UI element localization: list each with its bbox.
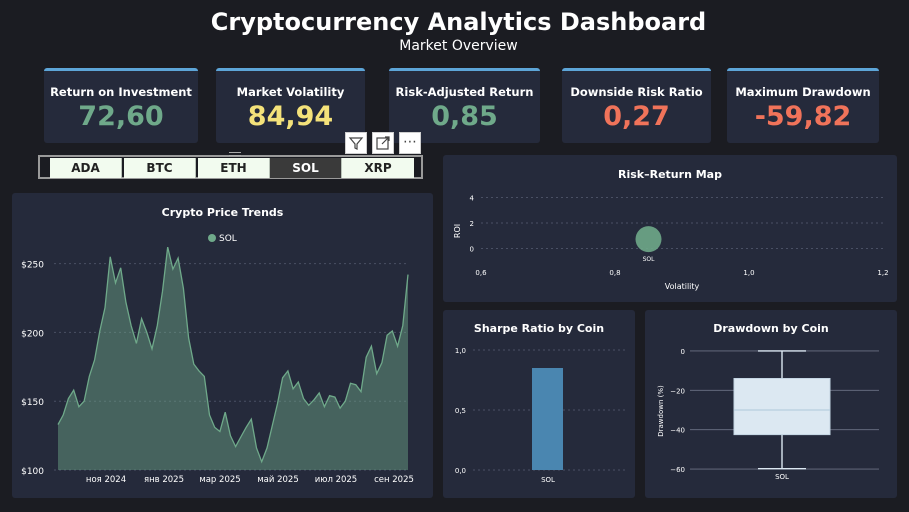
slicer-option-sol[interactable]: SOL [270,158,342,178]
price-trends-title: Crypto Price Trends [161,206,284,219]
drawdown-panel: Drawdown by Coin 0 −20 −40 −60 Drawdown (%) S… [645,310,897,498]
y-tick-label: 0,5 [455,407,466,415]
sol-area [58,247,408,470]
risk-return-panel: Risk–Return Map 4 2 0 0,6 0,8 1,0 1,2 Volatilit… [443,155,897,302]
more-options-button[interactable]: ⋯ [399,132,421,154]
y-tick-label: 0 [681,348,685,356]
kpi-label: Downside Risk Ratio [570,85,703,99]
legend-marker [208,234,216,242]
risk-return-title: Risk–Return Map [618,168,722,181]
focus-mode-icon [376,136,390,150]
slicer-option-ada[interactable]: ADA [50,158,122,178]
slicer-resize-handle[interactable] [229,152,241,156]
y-tick-label: $250 [21,261,44,271]
y-tick-label: −20 [670,387,685,395]
filter-icon [348,137,364,150]
focus-mode-button[interactable] [372,132,394,154]
kpi-label: Return on Investment [50,85,192,99]
slicer-option-eth[interactable]: ETH [198,158,270,178]
drawdown-chart[interactable]: 0 −20 −40 −60 Drawdown (%) SOL [645,310,897,498]
kpi-value: 84,94 [247,101,334,132]
kpi-label: Maximum Drawdown [735,85,871,99]
kpi-card-downside-risk: Downside Risk Ratio 0,27 [562,68,711,143]
risk-return-chart[interactable]: 4 2 0 0,6 0,8 1,0 1,2 Volatility ROI SOL [443,155,897,302]
x-tick-label: SOL [775,473,789,481]
legend-label: SOL [219,234,237,244]
sharpe-ratio-panel: Sharpe Ratio by Coin 1,0 0,5 0,0 SOL [443,310,635,498]
kpi-label: Market Volatility [236,85,345,99]
x-tick-label: мар 2025 [199,475,240,485]
x-axis-label: Volatility [665,282,700,291]
dashboard-subtitle: Market Overview [399,38,518,54]
kpi-card-volatility: Market Volatility 84,94 [216,68,365,143]
y-tick-label: 1,0 [455,347,466,355]
x-tick-label: 0,8 [609,269,620,277]
drawdown-title: Drawdown by Coin [713,322,829,335]
x-tick-label: июл 2025 [315,475,357,485]
y-tick-label: 0,0 [455,467,466,475]
more-options-icon: ⋯ [403,134,417,150]
kpi-card-max-drawdown: Maximum Drawdown -59,82 [727,68,879,143]
kpi-card-risk-adjusted-return: Risk-Adjusted Return 0,85 [389,68,540,143]
sharpe-ratio-chart[interactable]: 1,0 0,5 0,0 SOL [443,310,635,498]
kpi-value: 0,85 [431,101,498,132]
dashboard-title: Cryptocurrency Analytics Dashboard [210,8,707,36]
x-tick-label: SOL [541,476,555,484]
price-trends-chart[interactable]: $100 $150 $200 $250 SOL ноя 2024 янв 2025 мар 2… [12,193,433,498]
kpi-value: 72,60 [78,101,164,132]
point-label: SOL [643,256,656,263]
y-tick-label: $200 [21,329,44,339]
y-tick-label: −40 [670,427,685,435]
sharpe-bar-sol [532,368,563,470]
kpi-value: -59,82 [754,101,852,132]
y-tick-label: $150 [21,398,44,408]
y-axis-label: ROI [453,224,462,238]
x-tick-label: 1,0 [743,269,754,277]
kpi-label: Risk-Adjusted Return [395,85,534,99]
x-tick-label: 0,6 [475,269,487,277]
x-tick-label: сен 2025 [374,475,414,485]
y-tick-label: 2 [470,220,474,228]
kpi-value: 0,27 [603,101,670,132]
sharpe-ratio-title: Sharpe Ratio by Coin [473,322,605,335]
x-tick-label: ноя 2024 [86,475,126,485]
filter-button[interactable] [345,132,367,154]
slicer-option-xrp[interactable]: XRP [342,158,414,178]
x-tick-label: янв 2025 [144,475,184,485]
sol-line [57,246,409,464]
scatter-point-sol [635,226,662,253]
y-tick-label: −60 [670,466,685,474]
x-tick-label: 1,2 [877,269,888,277]
kpi-card-roi: Return on Investment 72,60 [44,68,198,143]
slicer-option-btc[interactable]: BTC [124,158,196,178]
box-sol [733,378,831,436]
x-tick-label: май 2025 [257,475,298,485]
y-axis-label: Drawdown (%) [657,385,665,437]
y-tick-label: 4 [470,195,475,203]
coin-slicer: ADA BTC ETH SOL XRP [38,152,423,179]
y-tick-label: $100 [21,467,44,477]
y-tick-label: 0 [470,245,474,253]
price-trends-panel: Crypto Price Trends $100 $150 $200 $250 SOL н… [12,193,433,498]
